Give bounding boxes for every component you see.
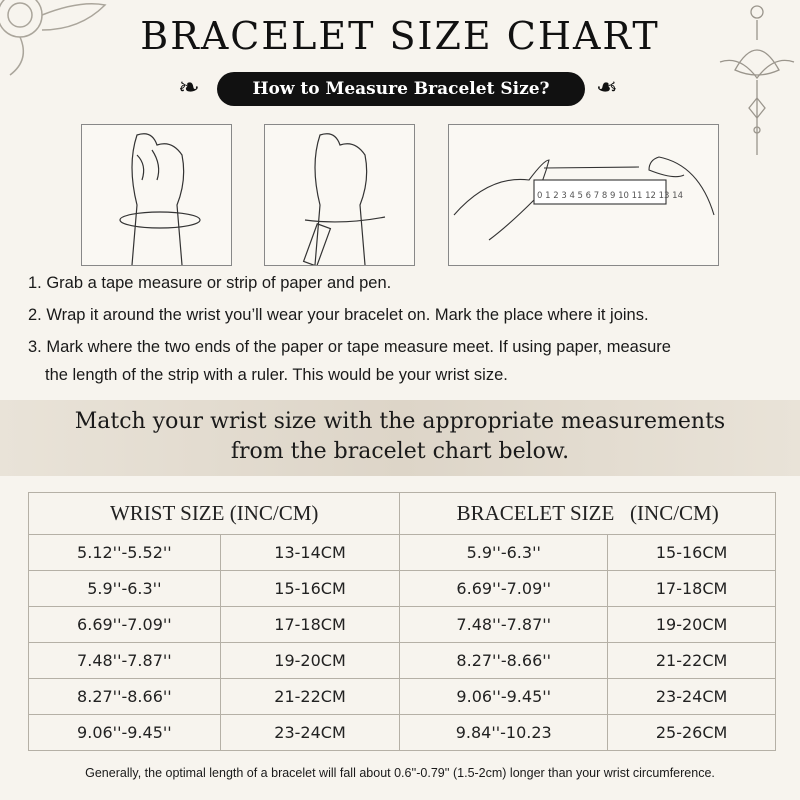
step-3: 3. Mark where the two ends of the paper … (28, 338, 671, 356)
subtitle-pill: How to Measure Bracelet Size? (217, 72, 585, 106)
table-row: 7.48''-7.87'' 19-20CM 8.27''-8.66'' 21-22CM (28, 642, 776, 679)
header-wrist-size: WRIST SIZE (INC/CM) (27, 492, 401, 535)
left-swirl-icon: ❧ (178, 72, 200, 102)
bracelet-inches-cell: 6.69''-7.09'' (399, 570, 609, 607)
bracelet-inches-cell: 8.27''-8.66'' (399, 642, 609, 679)
bracelet-inches-cell: 5.9''-6.3'' (399, 534, 609, 571)
hands-ruler-icon: 0 1 2 3 4 5 6 7 8 9 10 11 12 13 14 (453, 156, 715, 241)
wrist-cm-cell: 21-22CM (219, 678, 401, 715)
wrist-cm-cell: 17-18CM (219, 606, 401, 643)
wrist-inches-cell: 6.69''-7.09'' (28, 606, 221, 643)
bracelet-inches-cell: 7.48''-7.87'' (399, 606, 609, 643)
step-1: 1. Grab a tape measure or strip of paper… (28, 274, 392, 292)
illustration-ruler: 0 1 2 3 4 5 6 7 8 9 10 11 12 13 14 (448, 124, 719, 266)
page-title: BRACELET SIZE CHART (140, 14, 660, 58)
wrist-inches-cell: 8.27''-8.66'' (28, 678, 221, 715)
table-row: 5.12''-5.52'' 13-14CM 5.9''-6.3'' 15-16CM (28, 534, 776, 571)
hand-tape-icon (119, 133, 201, 266)
band-line-2: from the bracelet chart below. (230, 439, 570, 464)
wrist-inches-cell: 9.06''-9.45'' (28, 714, 221, 751)
wrist-cm-cell: 13-14CM (219, 534, 401, 571)
bracelet-inches-cell: 9.06''-9.45'' (399, 678, 609, 715)
lotus-ornament-icon (719, 5, 795, 155)
wrist-inches-cell: 7.48''-7.87'' (28, 642, 221, 679)
bracelet-cm-cell: 17-18CM (607, 570, 776, 607)
bracelet-inches-cell: 9.84''-10.23 (399, 714, 609, 751)
ruler-numbers: 0 1 2 3 4 5 6 7 8 9 10 11 12 13 14 (537, 191, 683, 201)
right-swirl-icon: ❧ (596, 72, 618, 102)
table-header-row: WRIST SIZE (INC/CM) BRACELET SIZE (INC/C… (27, 492, 776, 535)
wrist-inches-cell: 5.9''-6.3'' (28, 570, 221, 607)
step-2: 2. Wrap it around the wrist you’ll wear … (28, 306, 649, 324)
bracelet-cm-cell: 15-16CM (607, 534, 776, 571)
mandala-ornament-icon (0, 0, 107, 76)
wrist-cm-cell: 19-20CM (219, 642, 401, 679)
table-row: 8.27''-8.66'' 21-22CM 9.06''-9.45'' 23-24CM (28, 678, 776, 715)
table-row: 5.9''-6.3'' 15-16CM 6.69''-7.09'' 17-18CM (28, 570, 776, 607)
illustration-wrap-wrist (81, 124, 232, 266)
bracelet-cm-cell: 19-20CM (607, 606, 776, 643)
table-row: 9.06''-9.45'' 23-24CM 9.84''-10.23 25-26CM (28, 714, 776, 751)
table-row: 6.69''-7.09'' 17-18CM 7.48''-7.87'' 19-20CM (28, 606, 776, 643)
bracelet-cm-cell: 25-26CM (607, 714, 776, 751)
bracelet-cm-cell: 21-22CM (607, 642, 776, 679)
footnote: Generally, the optimal length of a brace… (85, 766, 715, 780)
wrist-cm-cell: 15-16CM (219, 570, 401, 607)
band-line-1: Match your wrist size with the appropria… (74, 409, 726, 434)
wrist-cm-cell: 23-24CM (219, 714, 401, 751)
illustration-mark-wrist (264, 124, 415, 267)
match-instructions-band: Match your wrist size with the appropria… (0, 400, 800, 476)
size-table: WRIST SIZE (INC/CM) BRACELET SIZE (INC/C… (27, 492, 776, 751)
wrist-inches-cell: 5.12''-5.52'' (28, 534, 221, 571)
bracelet-cm-cell: 23-24CM (607, 678, 776, 715)
step-3-continued: the length of the strip with a ruler. Th… (45, 366, 508, 384)
hand-pen-icon (302, 133, 386, 267)
header-bracelet-size: BRACELET SIZE (INC/CM) (399, 492, 776, 535)
